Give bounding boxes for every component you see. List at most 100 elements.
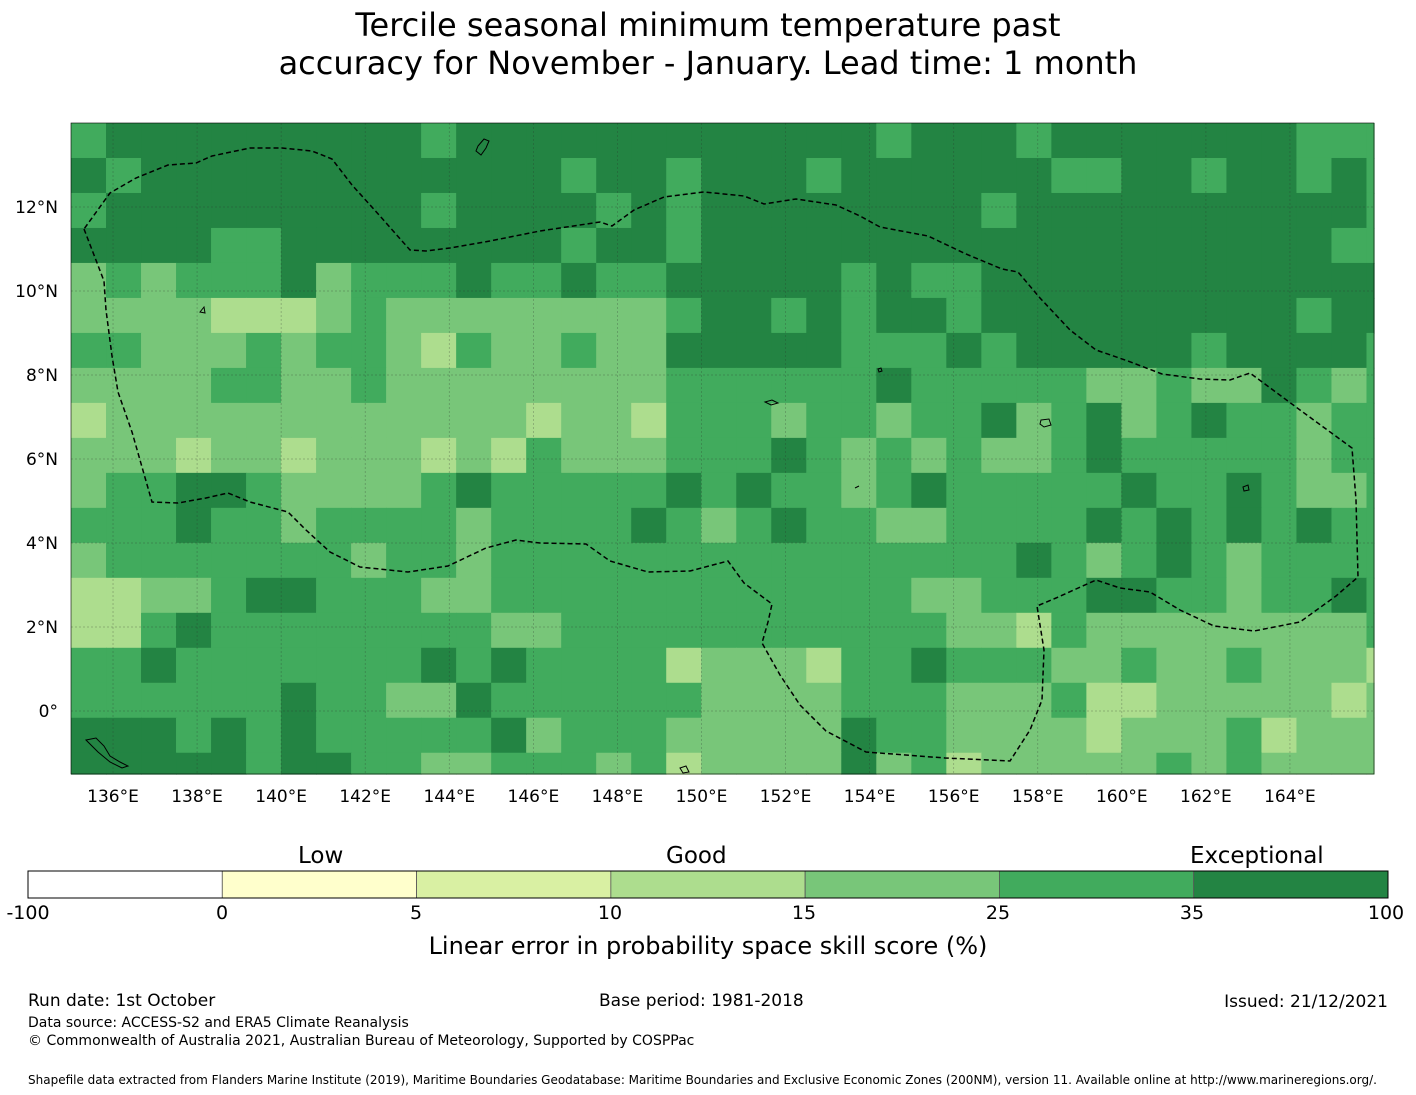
skill-cell [596, 717, 632, 754]
skill-cell [561, 437, 597, 474]
skill-cell [526, 577, 562, 614]
colorbar-tick-100: 100 [1367, 902, 1405, 924]
skill-cell [491, 612, 527, 649]
skill-cell [596, 752, 632, 775]
skill-cell [981, 123, 1017, 159]
skill-cell [246, 262, 282, 299]
skill-cell [1226, 262, 1263, 299]
skill-cell [806, 612, 842, 649]
skill-cell [1086, 192, 1122, 229]
skill-cell [1051, 577, 1087, 614]
skill-cell [771, 157, 807, 194]
skill-cell [631, 227, 667, 264]
skill-cell [946, 612, 982, 649]
skill-cell [351, 682, 387, 719]
skill-cell [1051, 542, 1087, 579]
skill-cell [911, 437, 947, 474]
skill-cell [421, 752, 457, 775]
skill-cell [1296, 367, 1333, 404]
skill-cell [421, 123, 457, 159]
skill-cell [1261, 262, 1298, 299]
skill-cell [911, 157, 947, 194]
skill-cell [281, 647, 317, 684]
skill-cell [771, 542, 807, 579]
skill-cell [491, 542, 527, 579]
skill-cell [316, 752, 352, 775]
skill-cell [351, 227, 387, 264]
skill-cell [1191, 647, 1228, 684]
skill-cell [561, 612, 597, 649]
skill-cell [841, 192, 877, 229]
skill-cell [946, 402, 982, 439]
skill-cell [1226, 717, 1263, 754]
skill-cell [981, 192, 1017, 229]
skill-cell [1296, 332, 1333, 369]
skill-cell [246, 752, 282, 775]
skill-cell [771, 577, 807, 614]
skill-cell [1366, 682, 1375, 719]
skill-cell [806, 682, 842, 719]
skill-cell [1191, 682, 1228, 719]
skill-cell [701, 123, 737, 159]
skill-cell [1086, 612, 1122, 649]
skill-cell [386, 507, 422, 544]
skill-cell [981, 612, 1017, 649]
skill-cell [666, 367, 702, 404]
skill-cell [1156, 717, 1193, 754]
skill-cell [176, 297, 212, 334]
skill-cell [141, 332, 177, 369]
skill-cell [1331, 297, 1368, 334]
skill-cell [561, 542, 597, 579]
skill-cell [1331, 123, 1368, 159]
skill-cell [106, 262, 142, 299]
skill-cell [1156, 437, 1193, 474]
skill-cell [141, 577, 177, 614]
skill-cell [1191, 157, 1228, 194]
skill-cell [106, 542, 142, 579]
skill-cell [246, 612, 282, 649]
colorbar-tick-0: 0 [215, 902, 229, 924]
lon-tick-label: 136°E [87, 787, 139, 807]
skill-cell [176, 682, 212, 719]
colorbar [27, 870, 1389, 899]
skill-cell [281, 507, 317, 544]
skill-cell [351, 402, 387, 439]
skill-cell [1261, 157, 1298, 194]
skill-cell [211, 647, 247, 684]
skill-cell [1086, 123, 1122, 159]
skill-cell [491, 227, 527, 264]
skill-cell [981, 682, 1017, 719]
skill-cell [1331, 157, 1368, 194]
skill-cell [736, 157, 772, 194]
skill-cell [491, 297, 527, 334]
skill-cell [701, 507, 737, 544]
skill-cell [771, 123, 807, 159]
skill-cell [806, 647, 842, 684]
skill-cell [351, 542, 387, 579]
skill-cell [421, 262, 457, 299]
skill-cell [596, 612, 632, 649]
lon-tick-label: 146°E [508, 787, 560, 807]
skill-cell [876, 402, 912, 439]
skill-cell [911, 262, 947, 299]
lat-tick-label: 12°N [15, 198, 58, 218]
skill-cell [71, 472, 107, 509]
skill-cell [876, 717, 912, 754]
skill-cell [911, 367, 947, 404]
skill-cell [351, 647, 387, 684]
skill-cell [1296, 437, 1333, 474]
skill-cell [946, 647, 982, 684]
colorbar-segment [804, 870, 1000, 899]
skill-cell [911, 682, 947, 719]
skill-cell [596, 367, 632, 404]
skill-cell [281, 262, 317, 299]
skill-cell [71, 717, 107, 754]
skill-cell [211, 752, 247, 775]
skill-cell [1261, 402, 1298, 439]
skill-cell [631, 297, 667, 334]
skill-cell [281, 402, 317, 439]
skill-cell [771, 437, 807, 474]
skill-cell [561, 577, 597, 614]
skill-cell [1366, 297, 1375, 334]
skill-cell [841, 437, 877, 474]
